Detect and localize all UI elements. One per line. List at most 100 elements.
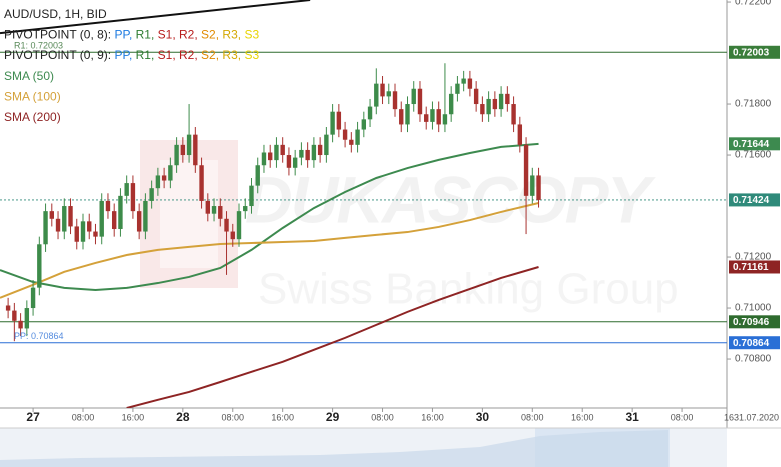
- candle-body: [436, 109, 441, 125]
- pivot-level-label: R1: 0.72003: [14, 41, 63, 51]
- price-tag-label: 0.71644: [733, 139, 770, 150]
- candle-body: [143, 200, 148, 232]
- x-tick-label: 08:00: [521, 412, 544, 422]
- y-tick-label: 0.71200: [735, 252, 772, 263]
- candle-body: [230, 231, 235, 240]
- price-tag-label: 0.71161: [733, 262, 769, 273]
- x-tick-label: 29: [326, 410, 340, 424]
- candle-body: [80, 221, 86, 242]
- candle-body: [399, 109, 404, 125]
- price-tag-label: 0.70946: [733, 317, 770, 328]
- candle-body: [205, 200, 211, 214]
- legend-item: S2,: [201, 48, 219, 62]
- candle-body: [292, 157, 298, 168]
- x-tick-label: 28: [176, 410, 190, 424]
- legend-line: AUD/USD, 1H, BID: [4, 7, 110, 21]
- candle-body: [523, 144, 529, 196]
- candle-body: [386, 91, 391, 97]
- pivot-level-label: PP: 0.70864: [14, 331, 64, 341]
- x-tick-label: 16:00: [271, 412, 294, 422]
- y-tick-label: 0.71800: [735, 99, 772, 110]
- candle-body: [374, 83, 379, 107]
- legend-space: [61, 90, 64, 104]
- x-tick-label: 16:00: [421, 412, 444, 422]
- candle-body: [330, 111, 335, 135]
- overlay: 0.70800 0.71000 0.71200 0.71600 0.71800 0.722…: [4, 0, 780, 424]
- legend-space: [259, 48, 262, 62]
- legend-item: R2,: [179, 28, 198, 42]
- y-tick-label: 0.72200: [735, 0, 772, 8]
- candle-body: [74, 226, 79, 242]
- legend-item: R2,: [179, 48, 198, 62]
- x-end-label: 1631.07.2020: [724, 412, 779, 422]
- price-tag-box: [729, 193, 780, 207]
- candle-body: [161, 175, 167, 181]
- x-tick-label: 08:00: [671, 412, 694, 422]
- legend-space: [54, 69, 57, 83]
- legend-series: SMA (200): [4, 110, 61, 124]
- candle-body: [442, 114, 448, 125]
- legend-indicator: PIVOTPOINT (0, 8):: [4, 28, 111, 42]
- candle-body: [224, 218, 229, 232]
- candle-body: [455, 83, 460, 94]
- legend-item: S1,: [158, 28, 176, 42]
- candle-body: [199, 165, 204, 201]
- candle-body: [311, 144, 317, 161]
- candle-body: [124, 183, 129, 196]
- candle-body: [299, 149, 304, 158]
- x-tick-label: 08:00: [72, 412, 95, 422]
- candle-body: [274, 144, 279, 161]
- candle-body: [24, 308, 30, 329]
- candle-body: [536, 175, 541, 200]
- y-tick-label: 0.71000: [735, 303, 772, 314]
- x-tick-label: 08:00: [221, 412, 244, 422]
- candle-body: [336, 111, 342, 130]
- candle-body: [236, 211, 242, 240]
- candle-body: [180, 144, 186, 156]
- y-tick-label: 0.70800: [735, 354, 772, 365]
- legend-space: [107, 7, 110, 21]
- candle-body: [317, 144, 323, 156]
- legend-item: S2,: [201, 28, 219, 42]
- price-tag-box: [729, 315, 780, 329]
- candle-body: [411, 88, 416, 105]
- candle-body: [18, 320, 23, 329]
- legend-item: S3: [244, 28, 259, 42]
- candle-body: [392, 91, 398, 110]
- price-tag-label: 0.72003: [733, 47, 770, 58]
- x-tick-label: 08:00: [371, 412, 394, 422]
- legend-space: [259, 28, 262, 42]
- legend-item: R3,: [222, 48, 241, 62]
- candle-body: [255, 165, 260, 186]
- candle-body: [155, 175, 161, 189]
- candle-body: [342, 129, 348, 140]
- price-tag-label: 0.71424: [733, 195, 770, 206]
- candle-body: [93, 231, 98, 237]
- legend-item: R1,: [136, 48, 155, 62]
- candle-body: [530, 175, 535, 196]
- candle-body: [37, 244, 42, 288]
- legend-item: PP,: [114, 28, 132, 42]
- candle-body: [261, 152, 267, 166]
- legend-series: SMA (50): [4, 69, 54, 83]
- candle-body: [511, 104, 516, 125]
- x-tick-label: 31: [625, 410, 639, 424]
- candle-body: [111, 211, 117, 229]
- candle-body: [218, 206, 223, 219]
- candle-body: [87, 221, 92, 232]
- candle-body: [367, 106, 373, 120]
- price-tag-box: [729, 45, 780, 59]
- legend-line: SMA (200): [4, 110, 64, 124]
- x-tick-label: 27: [26, 410, 40, 424]
- legend-item: R1,: [136, 28, 155, 42]
- candle-body: [211, 206, 217, 214]
- candle-body: [268, 152, 273, 161]
- candle-body: [49, 211, 54, 219]
- candle-body: [149, 188, 154, 201]
- candle-body: [12, 310, 17, 321]
- candle-body: [324, 134, 329, 156]
- candle-body: [498, 93, 504, 110]
- price-tag-box: [729, 260, 780, 274]
- price-tag-label: 0.70864: [733, 338, 770, 349]
